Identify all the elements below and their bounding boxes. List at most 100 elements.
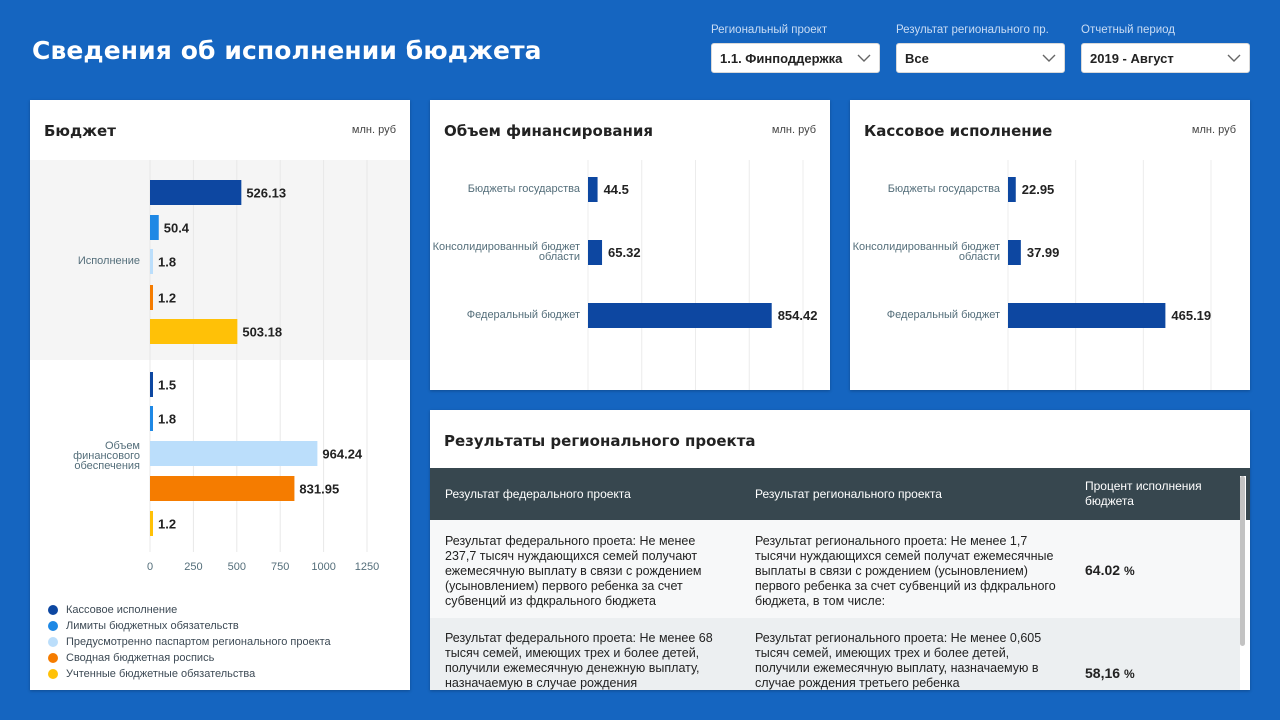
card-unit: млн. руб xyxy=(351,124,396,136)
x-tick-label: 1000 xyxy=(311,561,335,573)
bar xyxy=(150,406,153,431)
category-label: Бюджеты государства xyxy=(888,183,1001,195)
bar-value-label: 44.5 xyxy=(604,182,629,197)
bar xyxy=(1008,240,1021,265)
cash-card: Кассовое исполнение млн. руб 0200400600Б… xyxy=(850,100,1250,390)
bar xyxy=(150,215,159,240)
x-tick-label: 500 xyxy=(228,561,246,573)
bar xyxy=(150,285,153,310)
page-title: Сведения об исполнении бюджета xyxy=(32,36,542,65)
category-label: Консолидированный бюджет области xyxy=(433,241,580,263)
budget-legend: Кассовое исполнение Лимиты бюджетных обя… xyxy=(48,602,331,682)
chevron-down-icon xyxy=(857,54,871,62)
legend-label: Сводная бюджетная роспись xyxy=(66,652,215,664)
category-label: Федеральный бюджет xyxy=(887,309,1000,321)
filter-label: Региональный проект xyxy=(711,24,828,36)
card-unit: млн. руб xyxy=(1191,124,1236,136)
results-card: Результаты регионального проекта Результ… xyxy=(430,410,1250,690)
bar-value-label: 1.8 xyxy=(158,412,176,427)
bar-value-label: 526.13 xyxy=(246,186,286,201)
select-value: 2019 - Август xyxy=(1090,50,1174,66)
column-header-regional[interactable]: Результат регионального проекта xyxy=(755,486,942,501)
table-row[interactable]: Результат федерального проета: Не менее … xyxy=(430,618,1240,690)
legend-dot xyxy=(48,669,58,679)
scrollbar-thumb[interactable] xyxy=(1240,476,1245,646)
bar-value-label: 964.24 xyxy=(322,447,363,462)
budget-card: Бюджет млн. руб 0 250 500 750 1000 1250 Исполн… xyxy=(30,100,410,690)
legend-item: Учтенные бюджетные обязательства xyxy=(48,666,331,682)
chevron-down-icon xyxy=(1042,54,1056,62)
percent-value: 64.02 xyxy=(1085,562,1121,578)
select-value: 1.1. Финподдержка xyxy=(720,50,843,66)
filter-label: Отчетный период xyxy=(1081,24,1176,36)
legend-dot xyxy=(48,637,58,647)
federal-result-cell: Результат федерального проета: Не менее … xyxy=(445,631,713,690)
x-tick-label: 250 xyxy=(184,561,202,573)
legend-label: Лимиты бюджетных обязательств xyxy=(66,620,239,632)
category-label: Бюджеты государства xyxy=(468,183,581,195)
bar-value-label: 1.5 xyxy=(158,378,176,393)
bar xyxy=(150,441,318,466)
regional-result-select[interactable]: Все xyxy=(896,43,1065,73)
category-label: Исполнение xyxy=(78,255,140,267)
legend-item: Лимиты бюджетных обязательств xyxy=(48,618,331,634)
filter-regional-result: Результат регионального пр. Все xyxy=(896,24,1065,73)
category-label: Объем финансового обеспечения xyxy=(73,440,140,472)
card-title: Результаты регионального проекта xyxy=(444,432,756,450)
bar xyxy=(1008,303,1166,328)
filter-label: Результат регионального пр. xyxy=(896,24,1049,36)
column-header-federal[interactable]: Результат федерального проекта xyxy=(445,486,631,501)
funding-chart: 02505007501000Бюджеты государства44.5Кон… xyxy=(433,160,817,390)
regional-result-cell: Результат регионального проета: Не менее… xyxy=(755,631,1042,690)
card-title: Бюджет xyxy=(44,122,116,140)
bar xyxy=(1008,177,1016,202)
percent-cell: 58,16 % xyxy=(1085,666,1135,682)
reporting-period-select[interactable]: 2019 - Август xyxy=(1081,43,1250,73)
legend-item: Сводная бюджетная роспись xyxy=(48,650,331,666)
bar-value-label: 1.8 xyxy=(158,255,176,270)
bar-value-label: 37.99 xyxy=(1027,245,1060,260)
table-row[interactable]: Результат федерального проета: Не менее … xyxy=(430,520,1240,618)
budget-chart: 0 250 500 750 1000 1250 Исполнение 526.13 50.4 1.… xyxy=(30,160,410,590)
funding-card: Объем финансирования млн. руб 0250500750… xyxy=(430,100,830,390)
bar-value-label: 50.4 xyxy=(164,221,190,236)
x-tick-label: 1250 xyxy=(355,561,379,573)
card-title: Кассовое исполнение xyxy=(864,122,1053,140)
bar-value-label: 831.95 xyxy=(299,482,339,497)
category-label: Федеральный бюджет xyxy=(467,309,580,321)
percent-cell: 64.02 % xyxy=(1085,563,1135,579)
cash-chart: 0200400600Бюджеты государства22.95Консол… xyxy=(853,160,1212,390)
bar xyxy=(588,240,603,265)
bar-value-label: 65.32 xyxy=(608,245,641,260)
legend-dot xyxy=(48,653,58,663)
x-tick-label: 750 xyxy=(271,561,289,573)
legend-dot xyxy=(48,605,58,615)
bar-value-label: 1.2 xyxy=(158,517,176,532)
regional-result-cell: Результат регионального проета: Не менее… xyxy=(755,534,1056,608)
card-title: Объем финансирования xyxy=(444,122,653,140)
column-header-percent[interactable]: Процент исполнения бюджета xyxy=(1085,479,1202,508)
legend-dot xyxy=(48,621,58,631)
select-value: Все xyxy=(905,50,929,66)
percent-value: 58,16 xyxy=(1085,665,1121,681)
bar-value-label: 465.19 xyxy=(1171,308,1211,323)
filter-regional-project: Региональный проект 1.1. Финподдержка xyxy=(711,24,880,73)
category-band xyxy=(30,360,410,590)
bar xyxy=(150,476,295,501)
bar xyxy=(150,249,153,274)
federal-result-cell: Результат федерального проета: Не менее … xyxy=(445,534,702,608)
category-label: Консолидированный бюджет области xyxy=(853,241,1000,263)
bar-value-label: 1.2 xyxy=(158,291,176,306)
bar-value-label: 503.18 xyxy=(242,325,282,340)
legend-item: Предусмотренно паспартом регионального п… xyxy=(48,634,331,650)
bar xyxy=(150,511,153,536)
regional-project-select[interactable]: 1.1. Финподдержка xyxy=(711,43,880,73)
x-tick-label: 0 xyxy=(147,561,153,573)
card-unit: млн. руб xyxy=(771,124,816,136)
bar xyxy=(150,372,153,397)
percent-unit: % xyxy=(1123,667,1135,681)
legend-label: Учтенные бюджетные обязательства xyxy=(66,668,256,680)
legend-label: Предусмотренно паспартом регионального п… xyxy=(66,636,331,648)
bar xyxy=(150,319,238,344)
percent-unit: % xyxy=(1123,564,1135,578)
